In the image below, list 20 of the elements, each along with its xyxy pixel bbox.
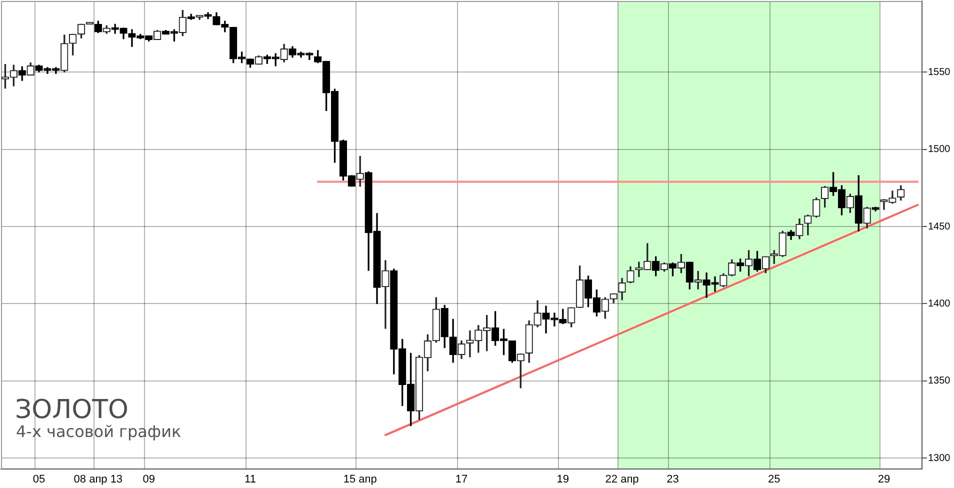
x-tick-label: 09 [142,474,155,486]
candlestick [382,260,390,329]
text: ЗОЛОТО [15,395,128,425]
y-tick-label: 1450 [928,221,951,232]
y-tick-label: 1550 [928,66,951,78]
y-tick-label: 1300 [928,452,951,464]
x-tick-label: 29 [878,474,890,486]
x-tick-label: 05 [32,474,46,486]
y-tick-label: 1500 [928,144,951,156]
y-tick-label: 1400 [928,298,951,310]
x-tick-label: 19 [556,474,570,486]
text: 4-х часовой график [16,422,182,441]
x-tick-label: 23 [666,474,679,486]
x-tick-label: 25 [768,474,780,486]
x-tick-label: 15 апр [343,474,377,486]
x-tick-label: 17 [455,474,468,486]
y-tick-label: 1350 [928,376,951,387]
x-tick-label: 08 апр 13 [74,474,123,486]
x-tick-label: 22 апр [605,474,639,486]
x-tick-label: 11 [244,474,256,486]
